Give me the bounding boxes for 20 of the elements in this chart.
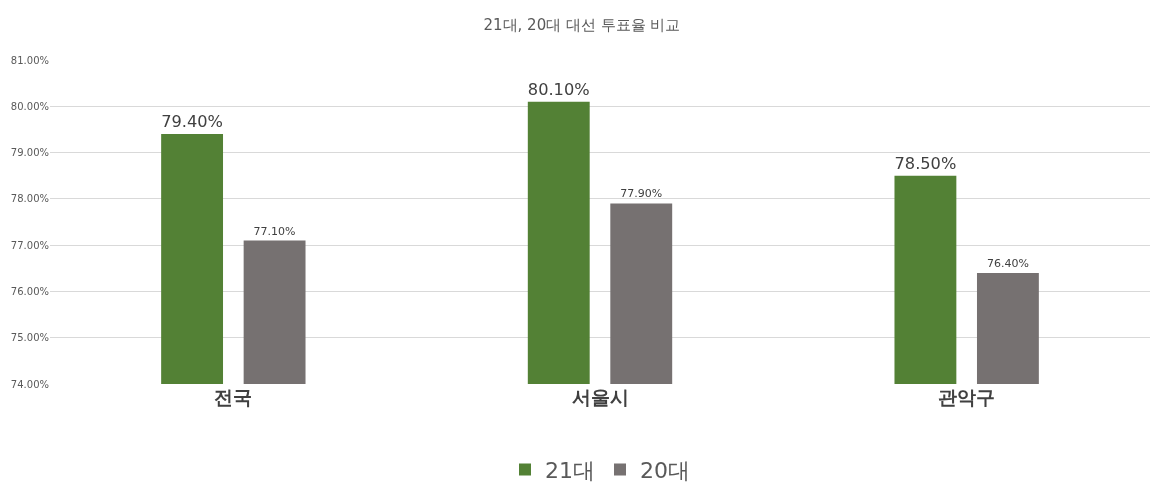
chart-title: 21대, 20대 대선 투표율 비교 [483,16,681,35]
x-tick-label: 관악구 [938,386,996,408]
y-tick-label: 77.00% [10,239,49,251]
legend-label: 20대 [640,458,690,484]
data-label: 76.40% [986,256,1029,270]
y-tick-label: 80.00% [10,100,49,112]
y-tick-label: 81.00% [10,54,49,66]
y-tick-label: 74.00% [10,378,49,390]
y-tick-label: 76.00% [10,285,49,297]
data-label: 80.10% [527,79,590,99]
data-label: 78.50% [894,153,957,173]
data-label: 77.10% [253,224,296,238]
y-tick-label: 78.00% [10,193,49,205]
y-tick-label: 75.00% [10,332,49,344]
y-tick-label: 79.00% [10,147,49,159]
data-label: 79.40% [161,112,224,131]
legend-label: 21대 [545,458,595,484]
x-tick-label: 전국 [214,386,253,408]
x-tick-label: 서울시 [571,386,629,408]
data-label: 77.90% [620,187,663,201]
